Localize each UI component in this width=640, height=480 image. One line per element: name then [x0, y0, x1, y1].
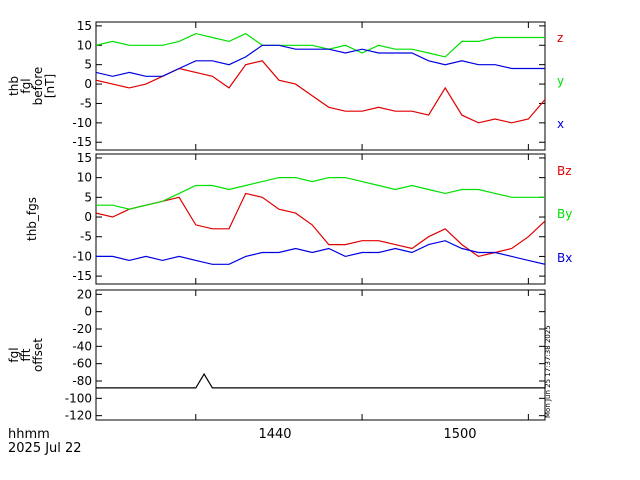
x-axis: 1440 1500 hhmm 2025 Jul 22	[8, 427, 477, 456]
y-tick-label: -15	[72, 135, 92, 149]
y-axis-label: offset	[31, 338, 45, 372]
series-line-y	[96, 32, 545, 58]
legend-label-z: z	[557, 31, 563, 45]
legend-label-bx: Bx	[557, 251, 572, 265]
y-axis-label: fgl	[7, 347, 21, 362]
y-tick-label: -15	[72, 269, 92, 283]
panels: -15-10-5051015thbfglbefore[nT]zyx-15-10-…	[7, 19, 572, 423]
series-line-bz	[96, 192, 545, 258]
series-line-z	[96, 60, 545, 124]
y-tick-label: -80	[72, 374, 92, 388]
y-tick-label: 20	[77, 287, 92, 301]
y-axis-label: fgl	[19, 78, 33, 93]
legend-label-by: By	[557, 207, 572, 221]
y-tick-label: -20	[72, 322, 92, 336]
y-tick-label: 0	[84, 210, 92, 224]
y-tick-label: -120	[65, 409, 92, 423]
legend-label-x: x	[557, 117, 564, 131]
y-tick-label: -5	[80, 96, 92, 110]
y-tick-label: 10	[77, 38, 92, 52]
timestamp-label: Mon Jun 25 17:37:38 2025	[544, 325, 552, 418]
y-tick-label: -5	[80, 230, 92, 244]
y-tick-label: 15	[77, 19, 92, 33]
panel-frame	[95, 289, 546, 421]
series-line-bx	[96, 240, 545, 265]
y-tick-label: -40	[72, 339, 92, 353]
y-tick-label: 0	[84, 305, 92, 319]
legend-label-bz: Bz	[557, 164, 572, 178]
y-axis-label: thb_fgs	[25, 197, 39, 241]
legend-label-y: y	[557, 74, 564, 88]
series-line-x	[96, 44, 545, 77]
y-axis-label: fft	[19, 348, 33, 361]
panel-frame	[95, 153, 546, 285]
series-line-offset	[96, 372, 545, 389]
panel-frame	[95, 21, 546, 151]
y-tick-label: -10	[72, 249, 92, 263]
panel-2: -15 -10 -5 0 5 10 15 thb_fgs Bz By Bx	[25, 151, 572, 285]
y-tick-label: -10	[72, 116, 92, 130]
y-tick-label: 10	[77, 171, 92, 185]
series-line-by	[96, 177, 545, 210]
date-label: 2025 Jul 22	[8, 441, 82, 456]
y-tick-label: -60	[72, 357, 92, 371]
y-axis-label: thb	[7, 76, 21, 96]
y-axis-label: [nT]	[43, 74, 57, 98]
y-tick-label: 5	[84, 58, 92, 72]
y-tick-label: 5	[84, 190, 92, 204]
x-tick-label-1500: 1500	[443, 427, 476, 442]
time-format-label: hhmm	[8, 427, 50, 442]
y-tick-label: -100	[65, 391, 92, 405]
x-tick-label-1440: 1440	[258, 427, 291, 442]
y-tick-label: 0	[84, 77, 92, 91]
y-axis-label: before	[31, 67, 45, 106]
y-tick-label: 15	[77, 151, 92, 165]
